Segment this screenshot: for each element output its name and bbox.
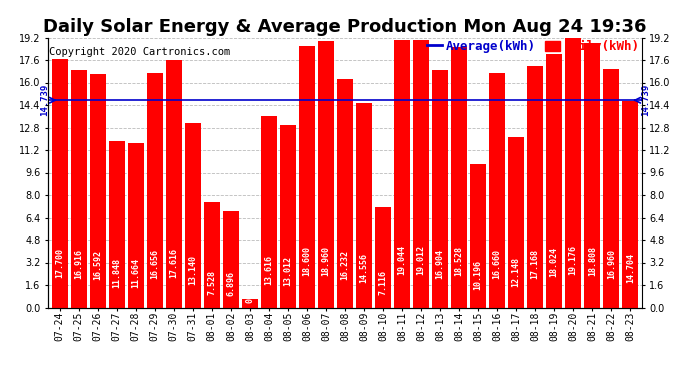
Bar [318, 41, 334, 308]
Text: 18.024: 18.024 [550, 247, 559, 277]
Bar [508, 136, 524, 308]
Text: 6.896: 6.896 [226, 271, 235, 296]
Text: 16.656: 16.656 [150, 249, 159, 279]
Bar [451, 47, 467, 308]
Bar [565, 38, 581, 308]
Bar [356, 103, 372, 308]
Bar [261, 116, 277, 308]
Bar [375, 207, 391, 308]
Bar [527, 66, 543, 308]
Text: 0.624: 0.624 [246, 278, 255, 303]
Text: Copyright 2020 Cartronics.com: Copyright 2020 Cartronics.com [50, 47, 230, 57]
Bar [52, 58, 68, 308]
Text: 7.528: 7.528 [208, 270, 217, 295]
Bar [337, 79, 353, 308]
Bar [489, 73, 505, 308]
Bar [185, 123, 201, 308]
Bar [299, 46, 315, 308]
Bar [223, 210, 239, 308]
Text: 14.739: 14.739 [641, 84, 650, 116]
Text: 19.044: 19.044 [397, 245, 406, 275]
Bar [280, 124, 296, 308]
Text: 19.012: 19.012 [417, 245, 426, 275]
Text: 18.960: 18.960 [322, 246, 331, 276]
Bar [546, 54, 562, 307]
Text: 16.660: 16.660 [493, 249, 502, 279]
Bar [166, 60, 182, 308]
Bar [241, 299, 258, 307]
Bar [394, 40, 410, 308]
Text: 11.664: 11.664 [131, 258, 140, 288]
Bar [432, 70, 448, 308]
Bar [603, 69, 620, 308]
Bar [109, 141, 125, 308]
Bar [413, 40, 429, 308]
Text: 18.528: 18.528 [455, 246, 464, 276]
Text: 7.116: 7.116 [379, 270, 388, 296]
Text: 11.848: 11.848 [112, 258, 121, 288]
Title: Daily Solar Energy & Average Production Mon Aug 24 19:36: Daily Solar Energy & Average Production … [43, 18, 647, 36]
Bar [204, 202, 220, 308]
Text: 17.168: 17.168 [531, 249, 540, 279]
Text: 18.600: 18.600 [302, 246, 311, 276]
Text: 14.556: 14.556 [359, 253, 368, 283]
Text: 12.148: 12.148 [512, 257, 521, 287]
Text: 16.232: 16.232 [340, 250, 350, 280]
Text: 16.916: 16.916 [75, 249, 83, 279]
Text: 16.592: 16.592 [93, 249, 102, 279]
Text: 17.616: 17.616 [169, 248, 178, 278]
Text: 13.616: 13.616 [264, 255, 273, 285]
Bar [470, 164, 486, 308]
Bar [70, 70, 87, 308]
Text: 13.012: 13.012 [284, 255, 293, 285]
Text: 17.700: 17.700 [55, 248, 64, 278]
Legend: Average(kWh), Daily(kWh): Average(kWh), Daily(kWh) [426, 40, 639, 53]
Text: 14.739: 14.739 [40, 84, 49, 116]
Text: 16.960: 16.960 [607, 249, 615, 279]
Text: 16.904: 16.904 [435, 249, 444, 279]
Text: 13.140: 13.140 [188, 255, 197, 285]
Bar [584, 43, 600, 308]
Bar [622, 101, 638, 308]
Text: 14.704: 14.704 [626, 253, 635, 283]
Text: 10.196: 10.196 [473, 260, 482, 290]
Bar [90, 74, 106, 307]
Bar [147, 73, 163, 308]
Text: 19.176: 19.176 [569, 245, 578, 275]
Bar [128, 144, 144, 308]
Text: 18.808: 18.808 [588, 246, 597, 276]
